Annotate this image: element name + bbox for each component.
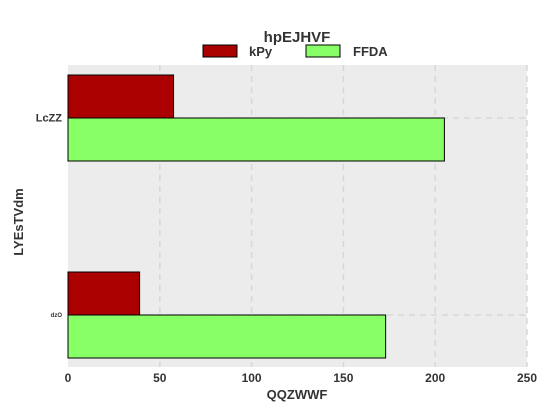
x-tick-label: 150: [333, 371, 353, 385]
y-axis-label: LYEsTVdm: [11, 188, 26, 255]
legend-swatch: [202, 44, 238, 58]
x-tick-label: 0: [65, 371, 72, 385]
x-tick-label: 200: [425, 371, 445, 385]
legend: kPy FFDA: [202, 44, 388, 59]
legend-label: FFDA: [353, 44, 388, 59]
x-tick-label: 100: [242, 371, 262, 385]
x-axis-ticks: 0 50 100 150 200 250: [65, 371, 538, 385]
bar: [67, 314, 387, 359]
bar: [67, 74, 175, 119]
bar: [67, 117, 445, 162]
x-tick-label: 50: [153, 371, 167, 385]
x-axis-label: QQZWWF: [267, 387, 328, 402]
y-tick-label: dzO: [51, 313, 63, 319]
bars: [67, 74, 445, 359]
y-tick-label: LcZZ: [36, 113, 63, 125]
legend-label: kPy: [249, 44, 273, 59]
bar: [67, 271, 141, 316]
y-axis-ticks: LcZZ dzO: [36, 113, 63, 319]
x-tick-label: 250: [517, 371, 537, 385]
legend-swatch: [305, 44, 341, 58]
chart-title: hpEJHVF: [264, 29, 331, 46]
